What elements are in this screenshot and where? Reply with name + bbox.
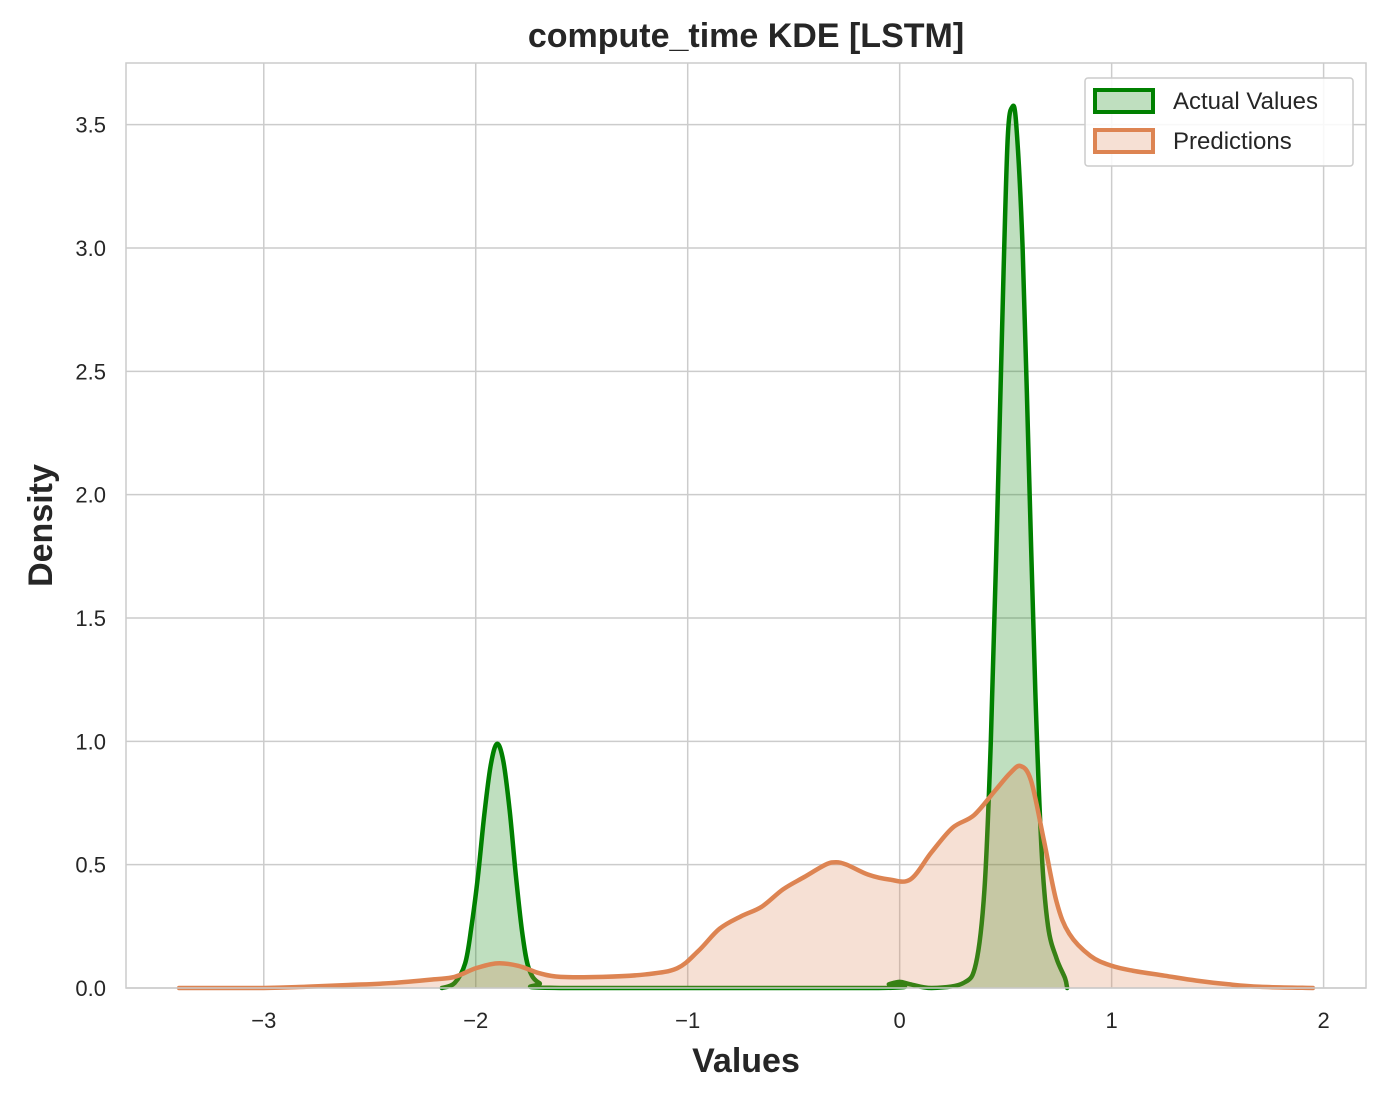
legend-swatch-bg: [1095, 130, 1153, 152]
legend-label: Actual Values: [1173, 88, 1318, 115]
x-tick-label: −2: [463, 1008, 488, 1033]
y-tick-label: 1.5: [75, 606, 106, 631]
series-fill-0: [441, 105, 1068, 988]
x-axis-label: Values: [692, 1042, 800, 1080]
y-tick-label: 1.0: [75, 729, 106, 754]
y-tick-label: 3.5: [75, 113, 106, 138]
chart-title: compute_time KDE [LSTM]: [528, 17, 964, 55]
legend-swatch-bg: [1095, 90, 1153, 112]
legend-label: Predictions: [1173, 128, 1292, 155]
series-line-0: [439, 103, 1070, 991]
legend-swatch: [1093, 88, 1155, 114]
y-tick-label: 2.0: [75, 483, 106, 508]
legend: Actual Values Predictions: [1084, 77, 1354, 167]
x-tick-label: 0: [894, 1008, 906, 1033]
y-tick-label: 2.5: [75, 359, 106, 384]
series-layer: [176, 103, 1316, 991]
x-tick-label: −1: [675, 1008, 700, 1033]
x-axis-ticks: −3 −2 −1 0 1 2: [251, 1008, 1330, 1033]
x-tick-label: −3: [251, 1008, 276, 1033]
legend-items: Actual Values Predictions: [1093, 88, 1318, 155]
x-tick-label: 2: [1317, 1008, 1329, 1033]
y-axis-ticks: 0.0 0.5 1.0 1.5 2.0 2.5 3.0 3.5: [75, 113, 106, 1001]
series-fill-1: [178, 765, 1314, 988]
x-tick-label: 1: [1106, 1008, 1118, 1033]
plot-frame: [125, 62, 1367, 989]
y-tick-label: 0.0: [75, 976, 106, 1001]
y-tick-label: 0.5: [75, 853, 106, 878]
grid: [126, 63, 1366, 989]
y-tick-label: 3.0: [75, 236, 106, 261]
legend-swatch: [1093, 128, 1155, 154]
series-line-1: [176, 763, 1316, 991]
y-axis-label: Density: [22, 464, 60, 587]
